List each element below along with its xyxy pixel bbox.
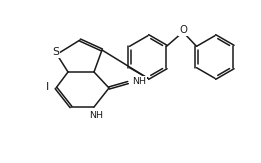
Text: S: S — [52, 47, 60, 57]
Text: NH: NH — [132, 77, 146, 86]
Text: O: O — [179, 25, 187, 35]
Text: I: I — [46, 82, 49, 92]
Text: NH: NH — [89, 111, 103, 120]
